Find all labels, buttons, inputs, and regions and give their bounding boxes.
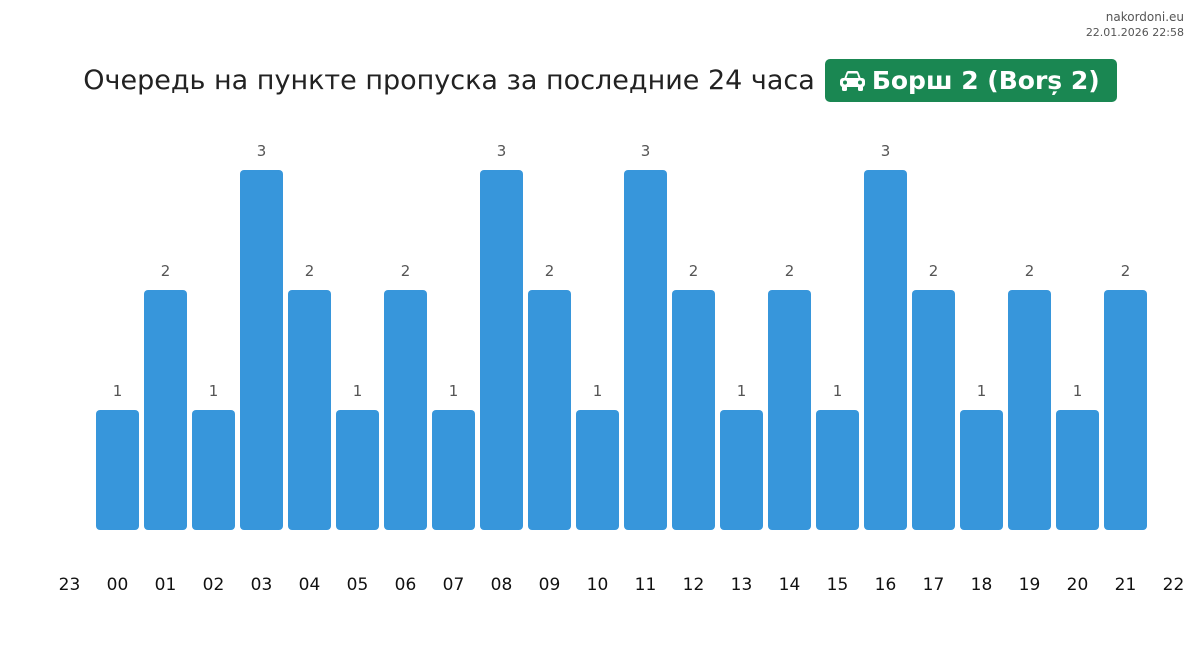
bar-01: [144, 290, 187, 530]
x-tick-label: 17: [923, 575, 945, 595]
timestamp: 22.01.2026 22:58: [1085, 26, 1184, 39]
bar-13: [720, 410, 763, 530]
bar-20: [1056, 410, 1099, 530]
site-name: nakordoni.eu: [1105, 10, 1184, 24]
bar-03: [240, 170, 283, 530]
bar-16: [864, 170, 907, 530]
bar-17: [912, 290, 955, 530]
bar-09: [528, 290, 571, 530]
x-tick-label: 01: [155, 575, 177, 595]
bar-19: [1008, 290, 1051, 530]
data-label-13: 1: [737, 382, 747, 400]
data-label-11: 3: [641, 142, 651, 160]
bar-11: [624, 170, 667, 530]
x-tick-label: 15: [827, 575, 849, 595]
bar-14: [768, 290, 811, 530]
bar-10: [576, 410, 619, 530]
x-tick-label: 23: [59, 575, 81, 595]
bar-07: [432, 410, 475, 530]
x-tick-label: 07: [443, 575, 465, 595]
bar-04: [288, 290, 331, 530]
x-tick-label: 04: [299, 575, 321, 595]
x-tick-label: 11: [635, 575, 657, 595]
bar-08: [480, 170, 523, 530]
x-tick-label: 03: [251, 575, 273, 595]
x-tick-label: 18: [971, 575, 993, 595]
data-label-12: 2: [689, 262, 699, 280]
x-tick-label: 00: [107, 575, 129, 595]
data-label-20: 1: [1073, 382, 1083, 400]
x-tick-label: 08: [491, 575, 513, 595]
data-label-17: 2: [929, 262, 939, 280]
data-label-08: 3: [497, 142, 507, 160]
x-tick-label: 05: [347, 575, 369, 595]
data-label-03: 3: [257, 142, 267, 160]
bar-21: [1104, 290, 1147, 530]
data-label-14: 2: [785, 262, 795, 280]
bar-15: [816, 410, 859, 530]
x-tick-label: 20: [1067, 575, 1089, 595]
bar-18: [960, 410, 1003, 530]
data-label-15: 1: [833, 382, 843, 400]
x-tick-label: 22: [1163, 575, 1185, 595]
car-icon: [839, 70, 865, 91]
bar-05: [336, 410, 379, 530]
data-label-06: 2: [401, 262, 411, 280]
x-tick-label: 10: [587, 575, 609, 595]
crossing-name: Борш 2 (Borș 2): [871, 66, 1100, 95]
bar-12: [672, 290, 715, 530]
data-label-19: 2: [1025, 262, 1035, 280]
data-label-10: 1: [593, 382, 603, 400]
x-tick-label: 06: [395, 575, 417, 595]
data-label-09: 2: [545, 262, 555, 280]
data-label-05: 1: [353, 382, 363, 400]
chart-title: Очередь на пункте пропуска за последние …: [83, 65, 815, 96]
data-label-16: 3: [881, 142, 891, 160]
data-label-07: 1: [449, 382, 459, 400]
x-tick-label: 09: [539, 575, 561, 595]
data-label-21: 2: [1121, 262, 1131, 280]
border-crossing-badge: Борш 2 (Borș 2): [824, 59, 1117, 102]
bar-06: [384, 290, 427, 530]
x-tick-label: 13: [731, 575, 753, 595]
data-label-04: 2: [305, 262, 315, 280]
chart-header: Очередь на пункте пропуска за последние …: [0, 59, 1200, 102]
x-tick-label: 12: [683, 575, 705, 595]
x-tick-label: 16: [875, 575, 897, 595]
bar-00: [96, 410, 139, 530]
data-label-18: 1: [977, 382, 987, 400]
x-tick-label: 21: [1115, 575, 1137, 595]
bar-02: [192, 410, 235, 530]
x-tick-label: 14: [779, 575, 801, 595]
data-label-00: 1: [113, 382, 123, 400]
x-tick-label: 02: [203, 575, 225, 595]
x-tick-label: 19: [1019, 575, 1041, 595]
data-label-02: 1: [209, 382, 219, 400]
site-info: nakordoni.eu 22.01.2026 22:58: [1086, 9, 1184, 41]
data-label-01: 2: [161, 262, 171, 280]
